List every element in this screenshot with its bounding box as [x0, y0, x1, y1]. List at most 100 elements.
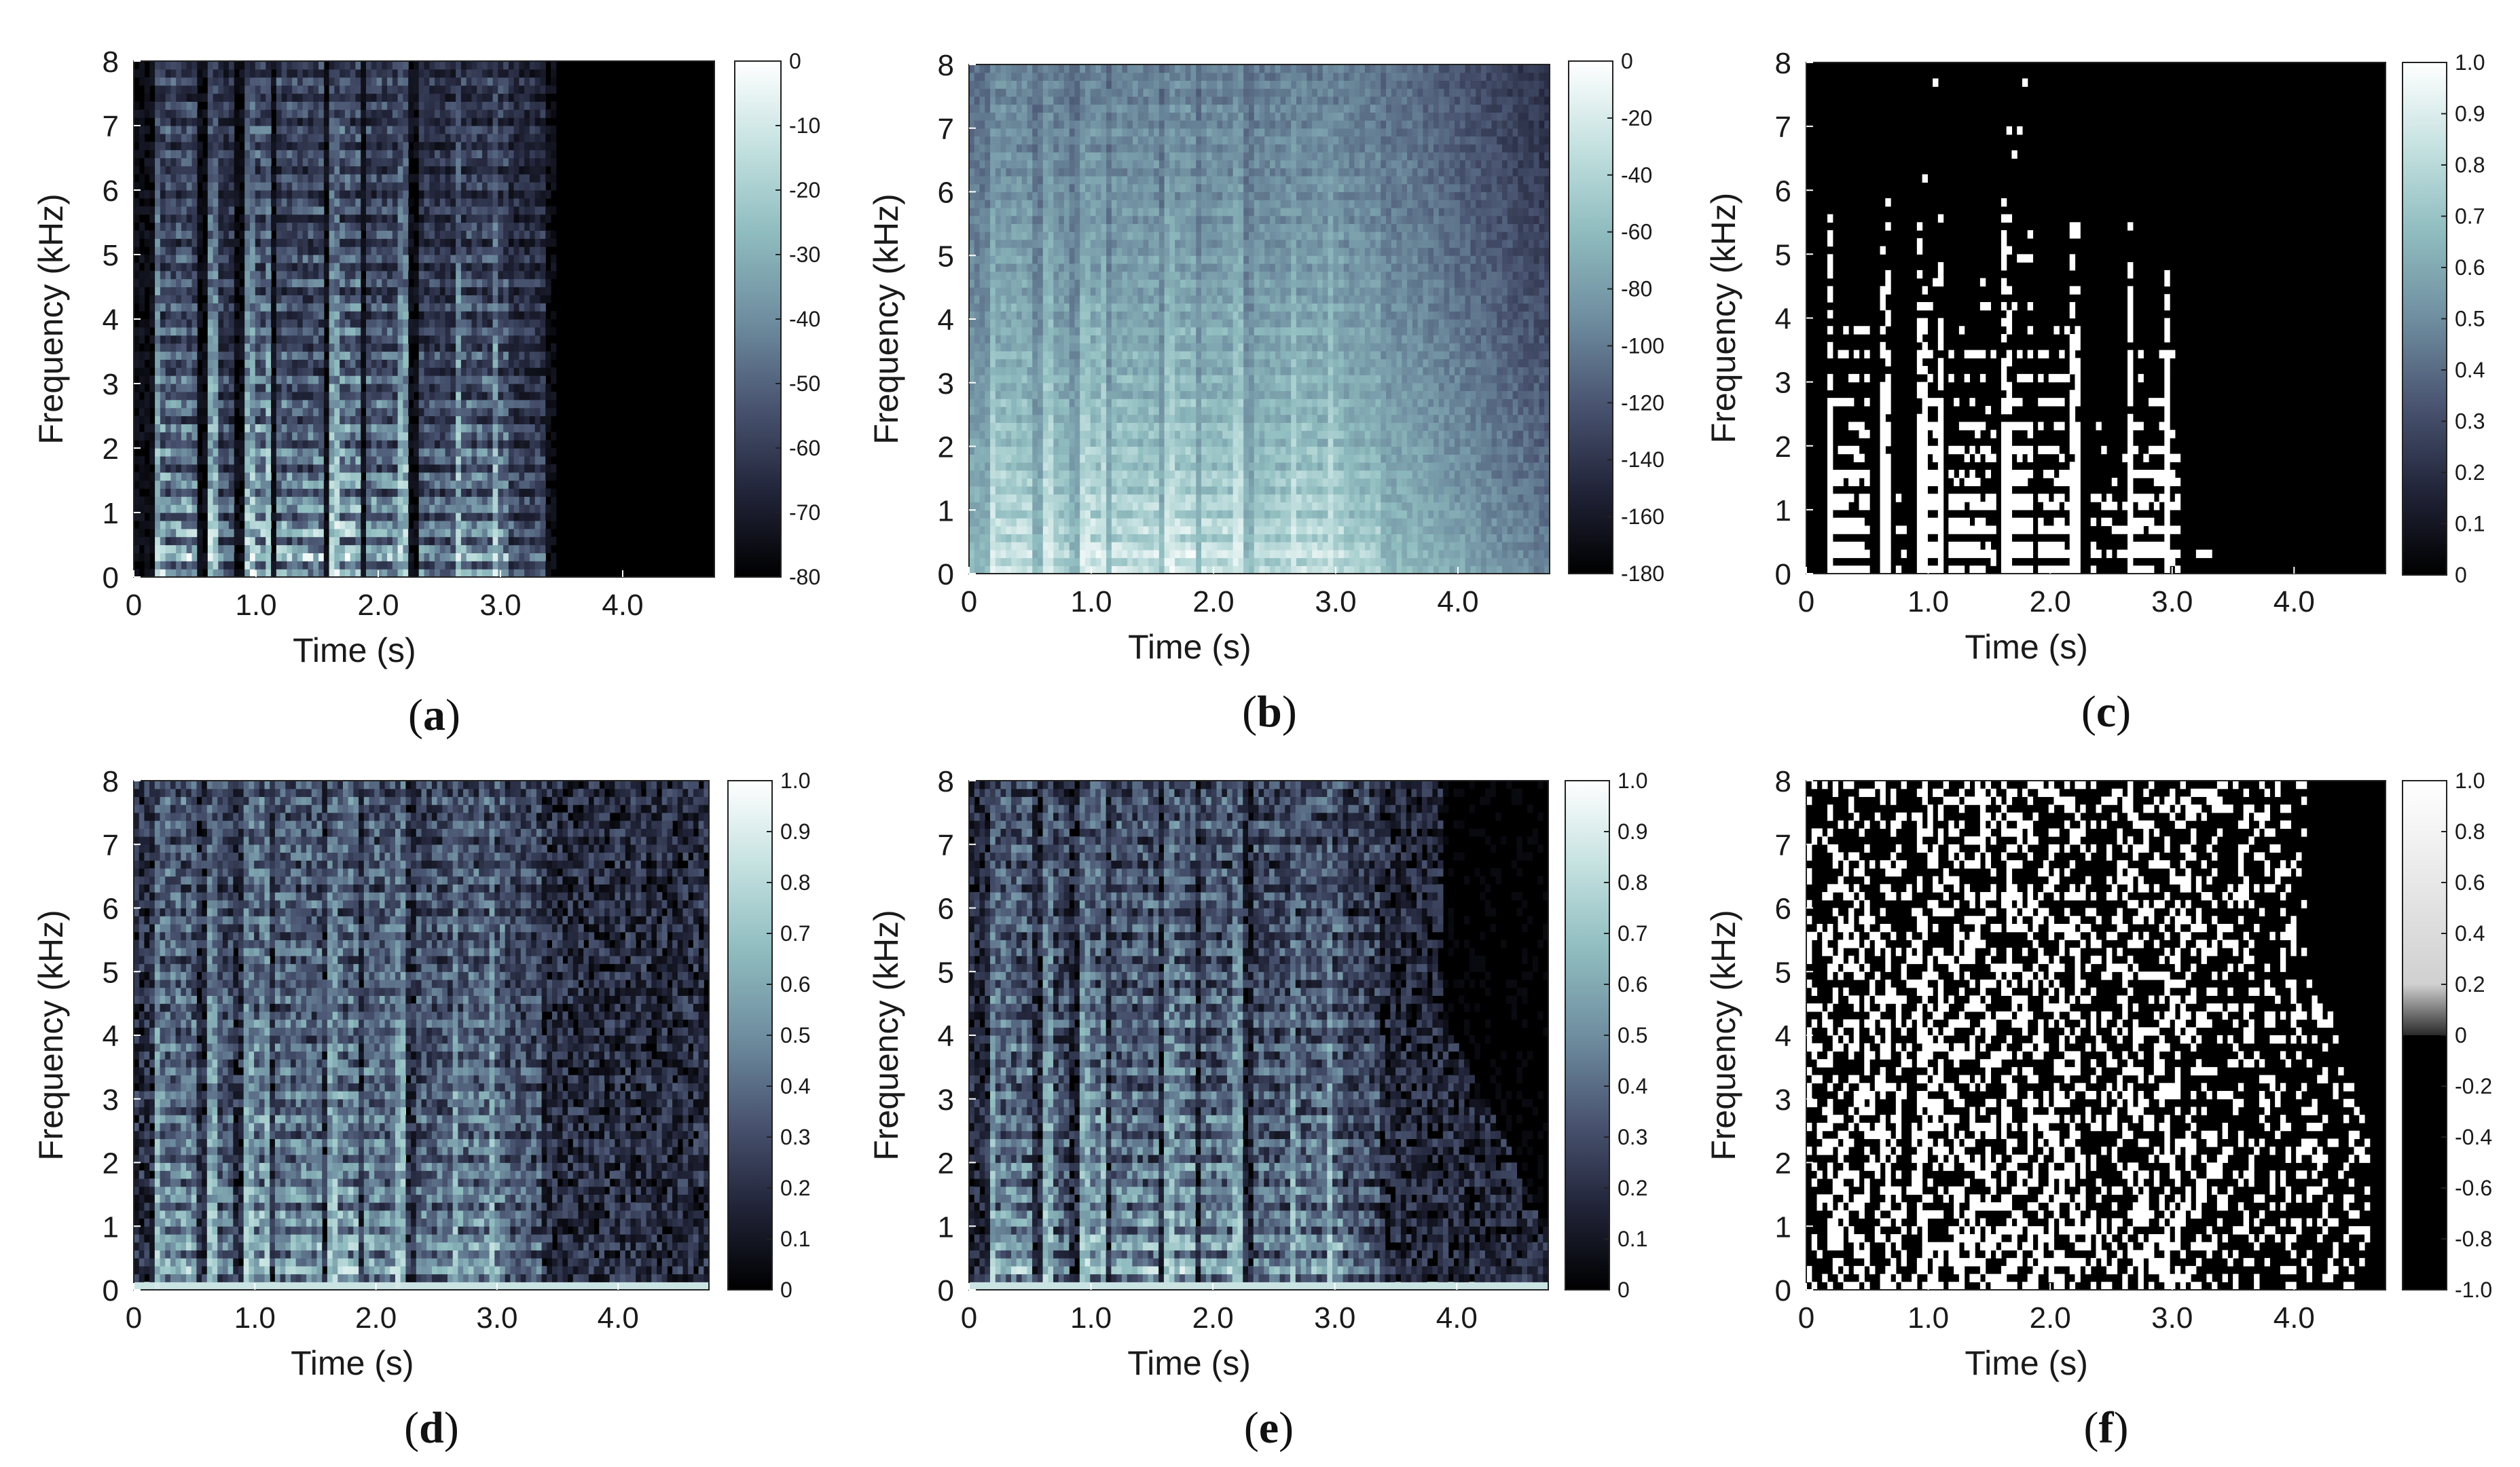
heatmap-cell: [155, 464, 161, 473]
heatmap-cell: [979, 549, 985, 559]
heatmap-cell: [492, 198, 498, 207]
heatmap-cell: [155, 214, 161, 223]
heatmap-cell: [477, 415, 483, 424]
heatmap-cell: [435, 126, 441, 134]
heatmap-cell: [524, 448, 530, 457]
heatmap-cell: [134, 384, 140, 392]
heatmap-cell: [234, 464, 240, 473]
heatmap-cell: [361, 149, 367, 159]
heatmap-cell: [318, 206, 325, 215]
heatmap-cell: [287, 375, 293, 384]
heatmap-cell: [445, 359, 451, 368]
heatmap-cell: [534, 117, 541, 126]
heatmap-cell: [492, 367, 498, 376]
heatmap-cell: [170, 166, 177, 174]
heatmap-cell: [165, 375, 172, 384]
heatmap-cell: [213, 367, 219, 376]
heatmap-cell: [334, 278, 340, 288]
heatmap-cell: [397, 262, 404, 272]
heatmap-cell: [519, 198, 525, 207]
heatmap-cell: [155, 278, 161, 288]
heatmap-cell: [255, 359, 261, 368]
heatmap-cell: [234, 85, 240, 94]
heatmap-cell: [387, 553, 393, 561]
heatmap-cell: [181, 141, 187, 151]
heatmap-cell: [450, 343, 456, 352]
heatmap-cell: [297, 359, 304, 368]
heatmap-cell: [439, 126, 446, 134]
heatmap-cell: [255, 488, 261, 497]
heatmap-cell: [334, 472, 340, 481]
heatmap-cell: [969, 454, 975, 463]
heatmap-cell: [344, 133, 351, 143]
heatmap-cell: [413, 432, 420, 441]
heatmap-cell: [429, 133, 435, 143]
heatmap-cell: [355, 157, 361, 166]
heatmap-cell: [429, 335, 435, 344]
heatmap-cell: [260, 496, 266, 505]
heatmap-cell: [313, 448, 319, 457]
heatmap-cell: [519, 85, 525, 94]
heatmap-cell: [355, 536, 361, 546]
heatmap-cell: [223, 536, 230, 546]
heatmap-cell: [281, 520, 288, 530]
heatmap-cell: [260, 101, 266, 110]
heatmap-cell: [213, 407, 219, 417]
heatmap-cell: [503, 238, 509, 247]
heatmap-cell: [244, 109, 251, 118]
heatmap-cell: [181, 375, 187, 384]
heatmap-cell: [376, 488, 382, 497]
heatmap-cell: [397, 206, 404, 215]
heatmap-cell: [186, 311, 193, 320]
heatmap-cell: [403, 456, 409, 465]
heatmap-cell: [276, 440, 282, 449]
heatmap-cell: [207, 384, 214, 392]
heatmap-cell: [228, 295, 235, 303]
heatmap-cell: [460, 504, 467, 513]
heatmap-cell: [487, 246, 494, 255]
heatmap-cell: [503, 375, 509, 384]
heatmap-cell: [186, 77, 193, 86]
heatmap-cell: [492, 472, 498, 481]
heatmap-cell: [387, 255, 393, 263]
heatmap-cell: [207, 126, 214, 134]
heatmap-cell: [186, 415, 193, 424]
heatmap-cell: [361, 246, 367, 255]
heatmap-cell: [450, 553, 456, 561]
heatmap-cell: [376, 255, 382, 263]
heatmap-cell: [456, 343, 462, 352]
heatmap-cell: [250, 472, 256, 481]
heatmap-cell: [450, 359, 456, 368]
heatmap-cell: [281, 407, 288, 417]
heatmap-cell: [456, 77, 462, 86]
heatmap-cell: [160, 553, 166, 561]
heatmap-cell: [498, 133, 504, 143]
heatmap-cell: [418, 553, 425, 561]
heatmap-cell: [387, 126, 393, 134]
heatmap-cell: [456, 536, 462, 546]
heatmap-cell: [223, 440, 230, 449]
heatmap-cell: [418, 286, 425, 295]
heatmap-cell: [418, 126, 425, 134]
heatmap-cell: [170, 319, 177, 328]
heatmap-cell: [460, 327, 467, 336]
heatmap-cell: [297, 327, 304, 336]
heatmap-cell: [387, 93, 393, 102]
heatmap-cell: [471, 480, 477, 489]
heatmap-cell: [429, 141, 435, 151]
heatmap-cell: [318, 270, 325, 280]
heatmap-cell: [429, 424, 435, 432]
heatmap-cell: [397, 520, 404, 530]
heatmap-cell: [969, 542, 975, 551]
heatmap-cell: [482, 319, 488, 328]
heatmap-cell: [170, 367, 177, 376]
heatmap-cell: [155, 157, 161, 166]
heatmap-cell: [223, 101, 230, 110]
heatmap-cell: [534, 520, 541, 530]
heatmap-cell: [181, 391, 187, 401]
heatmap-cell: [344, 384, 351, 392]
heatmap-cell: [155, 335, 161, 344]
heatmap-cell: [350, 238, 357, 247]
heatmap-cell: [334, 391, 340, 401]
heatmap-cell: [466, 424, 473, 432]
